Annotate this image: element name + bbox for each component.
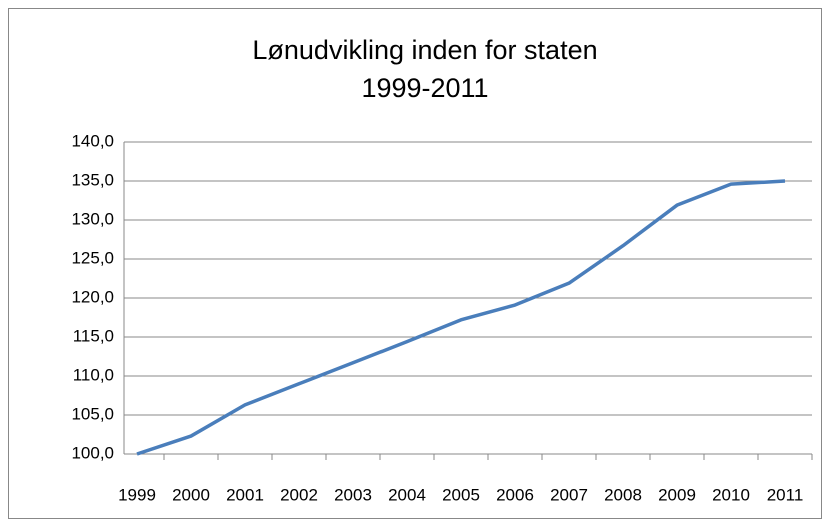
y-tick-label: 130,0 [71,209,114,228]
x-tick-label: 2004 [388,485,426,504]
y-tick-label: 100,0 [71,443,114,462]
y-tick-label: 105,0 [71,404,114,423]
y-tick-label: 120,0 [71,287,114,306]
x-tick-label: 2011 [767,485,804,504]
x-tick-label: 1999 [118,485,156,504]
x-tick-label: 2008 [604,485,642,504]
data-line [136,179,786,456]
x-tick-label: 2009 [658,485,696,504]
y-tick-label: 140,0 [71,131,114,150]
y-tick-label: 135,0 [71,170,114,189]
y-tick-label: 115,0 [73,326,114,345]
x-tick-label: 2010 [712,485,750,504]
x-tick-label: 2000 [172,485,210,504]
x-tick-label: 2003 [334,485,372,504]
x-tick-label: 2006 [496,485,534,504]
x-tick-label: 2002 [280,485,318,504]
chart-title: Lønudvikling inden for staten [252,35,597,65]
x-tick-label: 2001 [226,485,264,504]
chart-border [8,8,822,519]
chart-subtitle: 1999-2011 [361,73,488,103]
x-tick-label: 2007 [550,485,588,504]
x-tick-label: 2005 [442,485,480,504]
y-tick-label: 110,0 [73,365,114,384]
y-tick-label: 125,0 [71,248,114,267]
